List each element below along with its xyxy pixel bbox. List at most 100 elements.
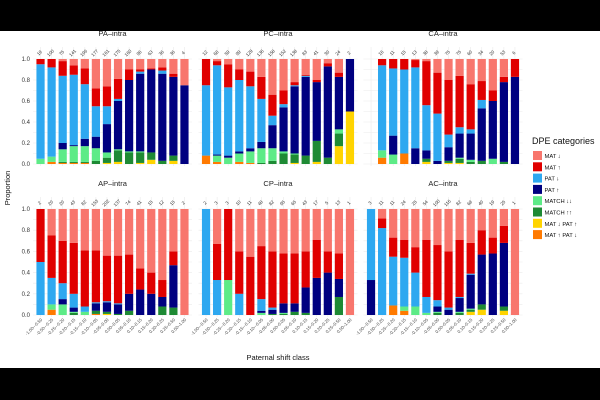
bar-segment-pat	[257, 299, 266, 311]
count-label: 1	[346, 200, 352, 206]
bar-segment-match	[499, 161, 508, 164]
bar-segment-mat	[180, 209, 189, 315]
bar-segment-mat	[224, 209, 233, 281]
bar-segment-match	[169, 307, 178, 315]
count-label: 59	[224, 49, 231, 56]
bar-segment-pat	[102, 124, 112, 153]
bar-segment-match	[147, 152, 156, 160]
bar-segment-match	[499, 306, 508, 311]
bar-segment-match	[466, 159, 475, 162]
bar	[91, 59, 100, 164]
bar-segment-mat	[422, 209, 431, 240]
count-label: 20	[47, 199, 54, 206]
count-label: 36	[169, 49, 176, 56]
bar-segment-pat	[80, 138, 89, 147]
count-label: 54	[422, 199, 429, 206]
bar-segment-match	[268, 148, 277, 161]
bar	[323, 59, 332, 164]
bar-segment-mat	[301, 59, 310, 75]
bar	[91, 209, 100, 315]
bar-segment-pat	[213, 154, 222, 156]
bar	[158, 209, 167, 315]
bar-segment-pat	[455, 298, 464, 312]
bar	[510, 209, 520, 315]
count-label: 2	[37, 200, 43, 206]
bar-segment-mat-pat	[378, 157, 387, 164]
bar-segment-mat-pat	[147, 159, 156, 164]
bar	[400, 209, 409, 315]
bar	[290, 209, 299, 315]
count-label: 74	[124, 199, 131, 206]
bar	[488, 209, 497, 315]
bar	[147, 209, 156, 315]
count-label: 11	[246, 199, 253, 206]
bar-segment-match	[224, 157, 233, 164]
bar-segment-mat	[510, 59, 520, 77]
count-label: 30	[323, 49, 330, 56]
bar-segment-match	[301, 155, 310, 164]
bar-segment-mat	[113, 78, 123, 99]
bar-segment-pat	[290, 86, 299, 154]
count-label: 19	[36, 49, 43, 56]
bar	[499, 209, 508, 315]
bar-segment-match	[47, 156, 56, 162]
y-axis-title: Proportion	[3, 171, 12, 206]
bar-segment-match	[455, 158, 464, 163]
bar-segment-mat	[279, 59, 288, 91]
bar-segment-pat	[422, 296, 431, 313]
bar-segment-mat	[47, 209, 56, 236]
bar-segment-pat	[301, 287, 310, 313]
bar-segment-pat	[91, 303, 100, 311]
bar	[477, 209, 486, 315]
count-label: 43	[69, 199, 76, 206]
bar-segment-match	[455, 311, 464, 313]
bar-segment-mat	[257, 59, 266, 77]
bar-segment-mat	[268, 209, 277, 252]
bar-segment-mat	[334, 253, 343, 279]
count-label: 196	[79, 48, 88, 57]
bar-segment-mat	[102, 209, 112, 256]
bar-segment-mat	[268, 94, 277, 116]
bar-segment-match	[125, 151, 134, 153]
bar-segment-match	[169, 155, 178, 161]
bar-segment-mat-pat	[213, 161, 222, 164]
bar-segment-mat-pat	[102, 313, 112, 315]
bar-segment-pat	[312, 82, 321, 141]
bar-segment-match	[466, 309, 475, 312]
bar-segment-match	[279, 312, 288, 314]
bar-segment-match	[80, 146, 89, 162]
bar-segment-mat-pat	[91, 313, 100, 315]
bar	[213, 59, 222, 164]
count-label: 153	[90, 198, 99, 207]
bar-segment-pat	[47, 277, 56, 305]
bar-segment-pat	[455, 133, 464, 158]
count-label: 5	[324, 200, 330, 206]
count-label: 3	[213, 200, 219, 206]
bar-segment-pat	[411, 272, 420, 307]
bar-segment-mat	[444, 209, 453, 252]
bar-segment-pat	[268, 309, 277, 314]
bar-segment-mat	[433, 209, 442, 246]
bar-segment-mat	[213, 209, 222, 244]
bar-segment-mat-pat	[312, 161, 321, 164]
bar-segment-pat	[301, 75, 310, 77]
bar-segment-pat	[69, 293, 78, 308]
legend-swatch	[533, 184, 542, 194]
bar-segment-mat	[91, 88, 100, 107]
bar-segment-pat	[378, 65, 387, 151]
y-tick-label: 0.2	[22, 292, 31, 298]
bar-segment-pat	[224, 87, 233, 156]
bar-segment-pat	[466, 129, 475, 134]
bar	[334, 59, 343, 164]
bar-segment-match	[102, 157, 112, 163]
bar-segment-pat	[58, 143, 67, 150]
bar-segment-match	[433, 312, 442, 315]
bar	[69, 59, 78, 164]
bar-segment-mat-pat	[136, 162, 145, 164]
bar-segment-pat	[246, 148, 255, 152]
bar-segment-pat	[113, 98, 123, 101]
y-tick-label: 0.0	[22, 162, 31, 168]
count-label: 202	[101, 198, 110, 207]
bar-segment-mat-pat	[80, 162, 89, 164]
bar	[125, 209, 134, 315]
